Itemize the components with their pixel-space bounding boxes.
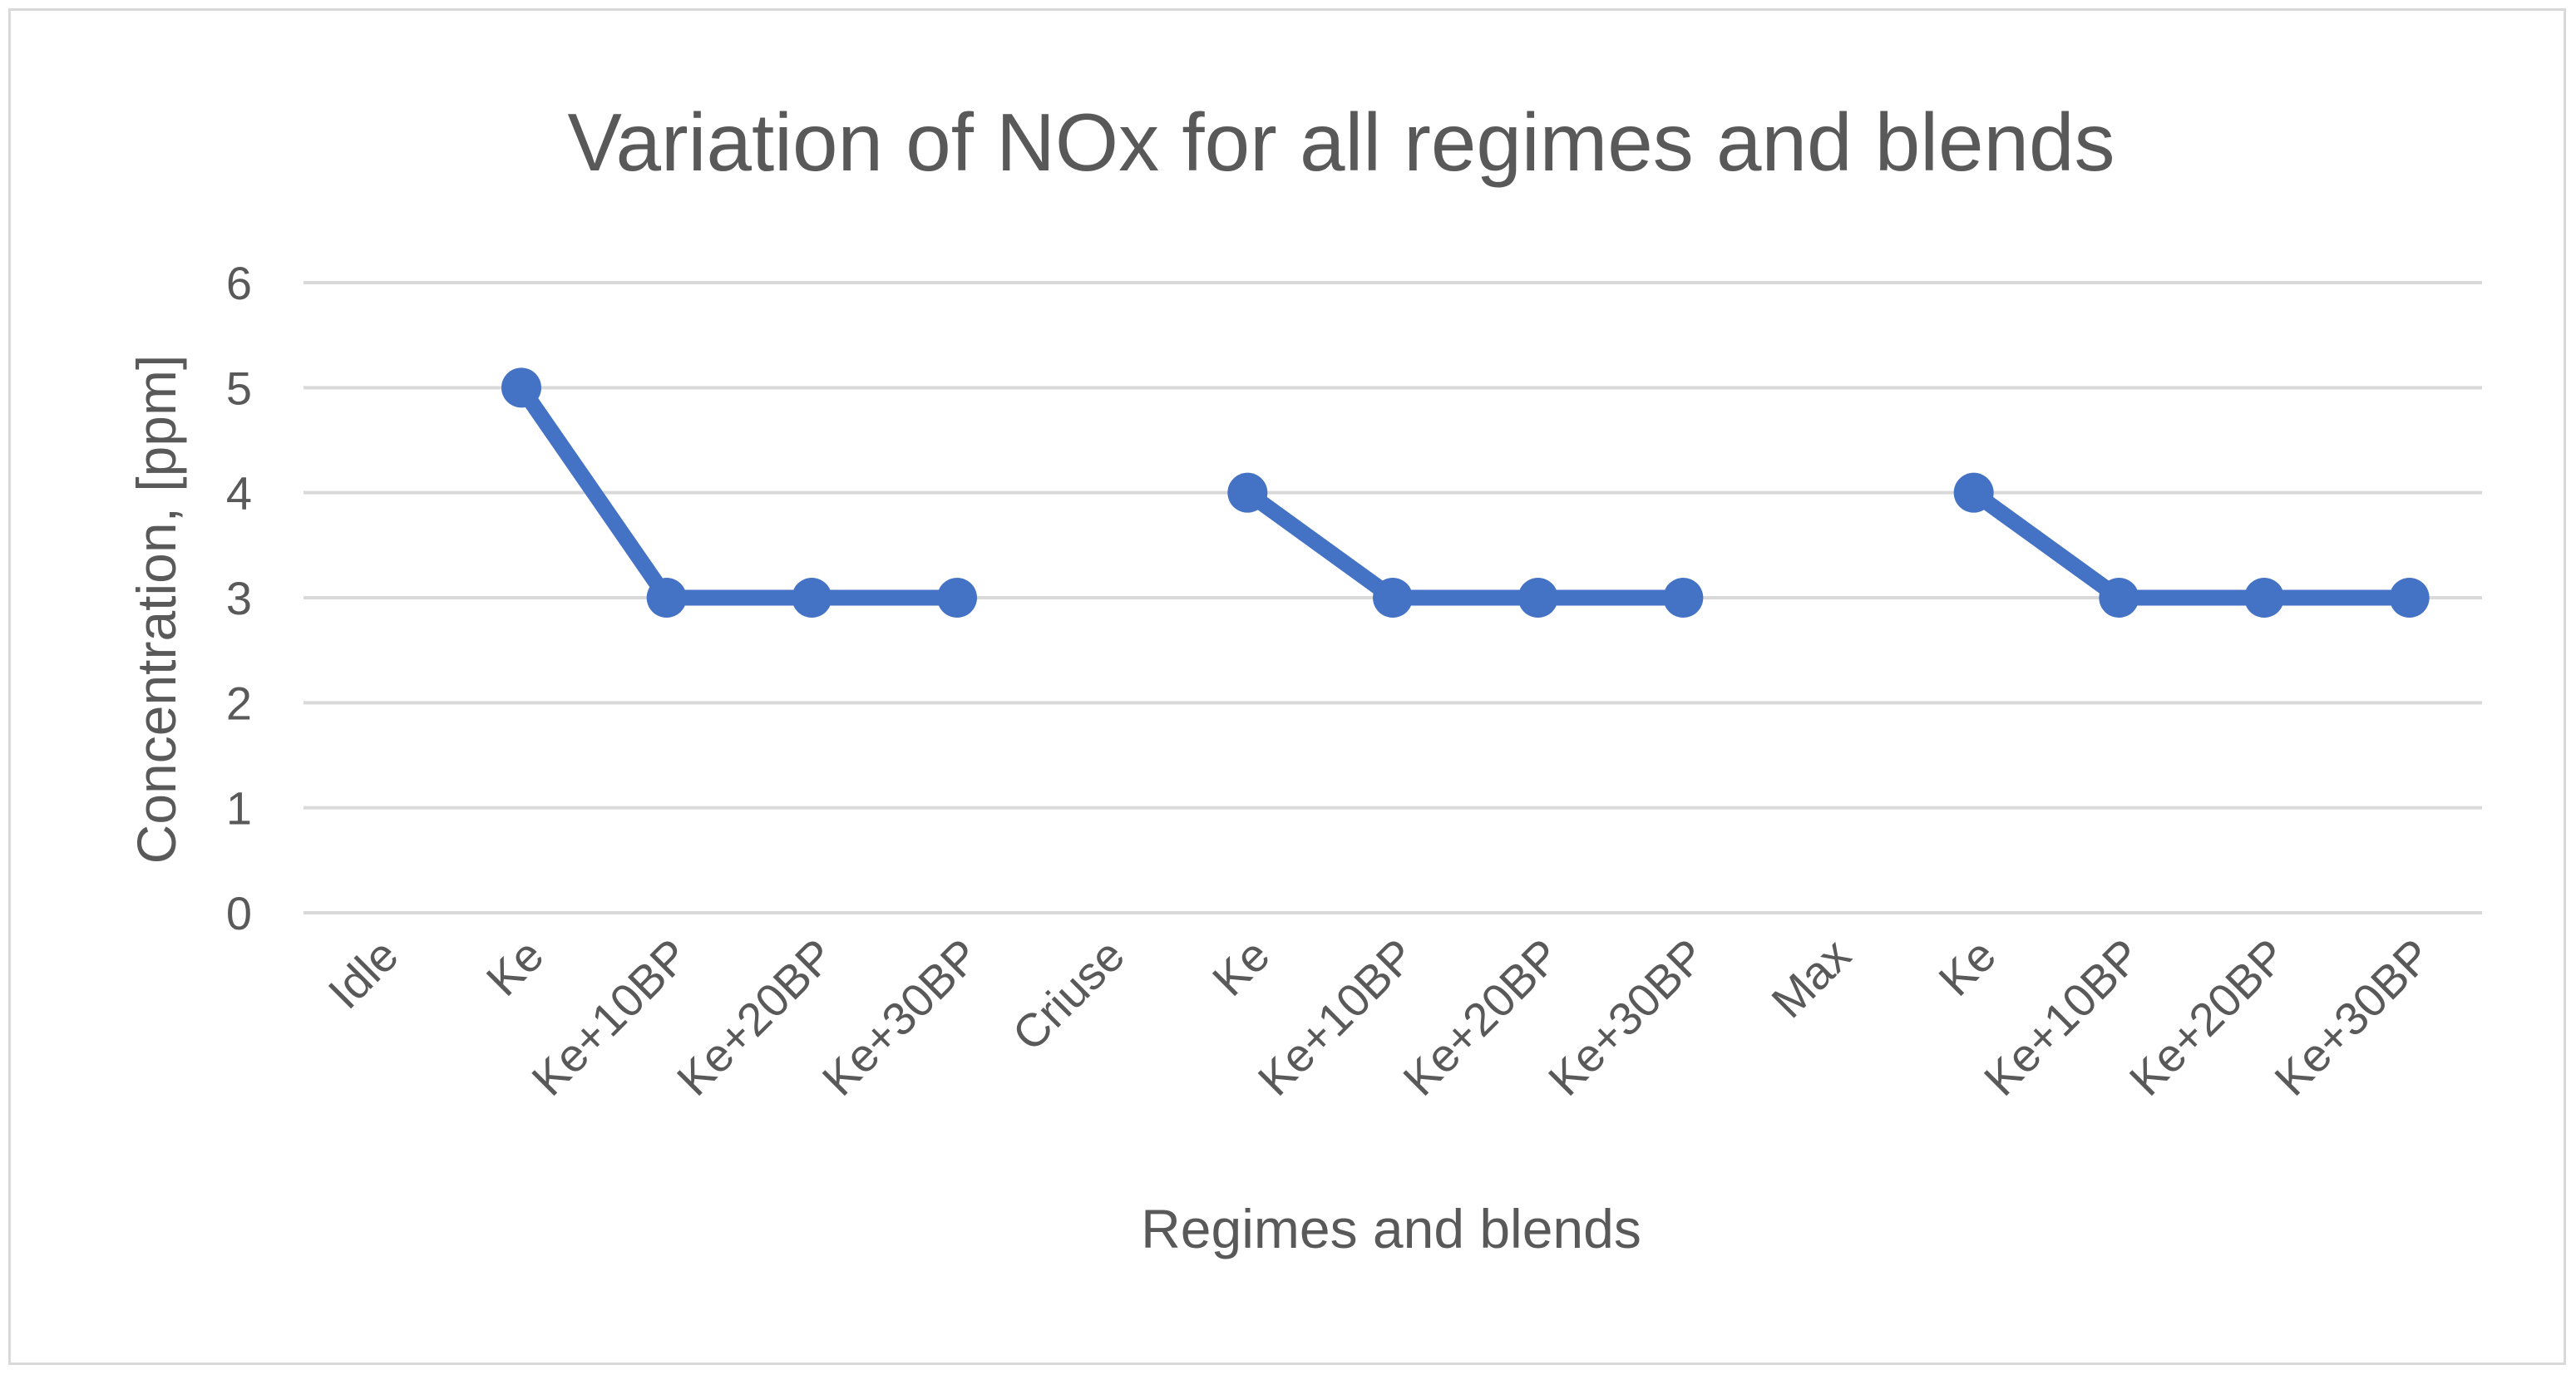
x-category-label: Idle [318, 929, 407, 1018]
data-point [2099, 578, 2139, 618]
chart-frame: Variation of NOx for all regimes and ble… [8, 8, 2566, 1365]
x-axis-title: Regimes and blends [1141, 1198, 1641, 1259]
x-category-label: Ke+20BP [1393, 929, 1570, 1106]
series-line [1239, 485, 1691, 606]
data-point [1517, 578, 1558, 618]
y-tick-label: 5 [226, 362, 252, 414]
data-point [1227, 472, 1268, 513]
y-tick-label: 1 [226, 782, 252, 835]
x-category-label: Ke+30BP [812, 929, 989, 1106]
x-category-label: Ke [1928, 929, 2006, 1006]
x-category-label: Ke+10BP [1248, 929, 1425, 1106]
data-point [501, 367, 541, 408]
y-tick-label: 0 [226, 887, 252, 939]
data-point [792, 578, 832, 618]
y-tick-label: 3 [226, 572, 252, 624]
data-point [937, 578, 977, 618]
y-tick-label: 4 [226, 467, 252, 520]
x-category-label: Ke+30BP [2264, 929, 2441, 1106]
y-tick-labels: 0 1 2 3 4 5 6 [226, 257, 252, 939]
data-point [646, 578, 687, 618]
y-tick-label: 2 [226, 677, 252, 729]
data-point [2389, 578, 2430, 618]
x-category-label: Ke+20BP [667, 929, 844, 1106]
x-category-label: Ke+10BP [1974, 929, 2151, 1106]
chart-svg: Variation of NOx for all regimes and ble… [126, 96, 2482, 1259]
chart-title: Variation of NOx for all regimes and ble… [567, 96, 2115, 188]
x-category-label: Ke+20BP [2120, 929, 2297, 1106]
x-category-label: Ke+30BP [1538, 929, 1715, 1106]
data-point [1663, 578, 1704, 618]
series-layer [501, 367, 2430, 618]
x-category-label: Criuse [1002, 929, 1134, 1061]
x-category-label: Ke+10BP [521, 929, 698, 1106]
data-point [1373, 578, 1413, 618]
data-point [2244, 578, 2284, 618]
x-category-label: Ke [476, 929, 554, 1006]
y-axis-title: Concentration, [ppm] [126, 355, 187, 865]
series-line [1966, 485, 2418, 606]
series-line [513, 379, 965, 606]
y-tick-label: 6 [226, 257, 252, 309]
x-category-label: Max [1761, 929, 1860, 1028]
data-point [1953, 472, 1994, 513]
x-category-label: Ke [1202, 929, 1280, 1006]
